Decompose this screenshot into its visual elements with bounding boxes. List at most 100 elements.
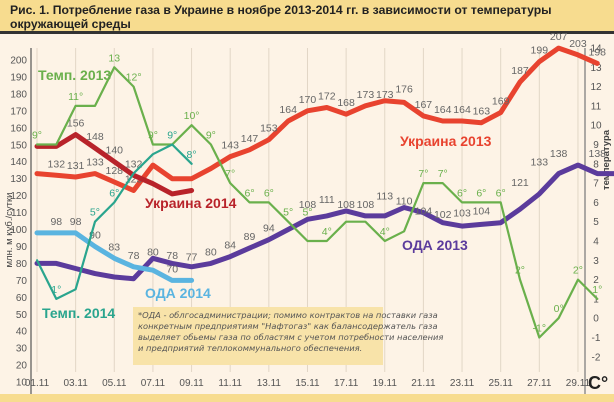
data-label: 7° <box>225 168 235 180</box>
data-label: 13 <box>108 52 120 64</box>
y2-tick-label: 0 <box>593 314 599 325</box>
y-tick-label: 100 <box>10 225 27 236</box>
x-tick-label: 07.11 <box>141 378 166 389</box>
x-tick-label: 29.11 <box>566 378 591 389</box>
footnote-line: выделяет обьемы газа по областям с учето… <box>138 332 444 342</box>
footnote-line: конкретным предприятиям "Нафтогаз" как б… <box>138 321 438 331</box>
data-label: 147 <box>241 133 259 145</box>
data-label: 138 <box>550 148 568 160</box>
series-name-label: Темп. 2013 <box>38 67 111 83</box>
data-label: 78 <box>166 250 178 262</box>
footnote-line: и предприятий теплокоммунального обеспеч… <box>138 343 363 353</box>
y2-tick-label: 1 <box>593 294 599 305</box>
y2-tick-label: 8 <box>593 159 599 170</box>
data-label: 121 <box>511 177 529 189</box>
footnote-box: *ОДА - облгосадминистрации; помимо контр… <box>133 307 444 365</box>
x-tick-label: 09.11 <box>179 378 204 389</box>
series-line-3 <box>34 230 195 283</box>
data-label: 90 <box>89 229 101 241</box>
series-name-label: Темп. 2014 <box>42 305 115 321</box>
x-tick-label: 15.11 <box>295 378 320 389</box>
data-label: 9° <box>148 130 158 142</box>
y2-tick-label: 7 <box>593 179 599 190</box>
x-tick-label: 05.11 <box>102 378 127 389</box>
y-tick-label: 140 <box>10 157 27 168</box>
y2-tick-label: 11 <box>591 101 602 112</box>
y2-tick-label: 9 <box>593 140 599 151</box>
data-label: 6° <box>457 187 467 199</box>
data-label: -1° <box>533 323 547 335</box>
y-tick-label: 60 <box>16 293 28 304</box>
title-bar: Рис. 1. Потребление газа в Украине в ноя… <box>0 0 614 34</box>
data-label: 163 <box>473 106 491 118</box>
y2-tick-label: 5 <box>593 217 599 228</box>
data-label: 0° <box>554 303 564 315</box>
data-label: 176 <box>395 84 413 96</box>
series-line-0 <box>34 45 600 193</box>
y-tick-label: 110 <box>11 208 27 219</box>
data-label: 5° <box>302 207 312 219</box>
data-label: 70 <box>166 263 178 275</box>
data-label: 173 <box>376 89 394 101</box>
data-label: 84 <box>224 240 236 252</box>
data-label: 5° <box>90 207 100 219</box>
y2-tick-label: -2 <box>592 352 601 363</box>
data-label: 148 <box>86 131 104 143</box>
data-label: 94 <box>263 223 275 235</box>
data-label: 6° <box>496 187 506 199</box>
data-label: 12° <box>126 72 142 84</box>
y2-tick-label: -1 <box>592 333 601 344</box>
y-tick-label: 90 <box>16 242 28 253</box>
series-name-label: Украина 2014 <box>145 195 237 211</box>
data-label: 2° <box>515 265 525 277</box>
x-tick-label: 25.11 <box>489 378 514 389</box>
data-label: 172 <box>318 90 336 102</box>
data-label: 104 <box>415 206 433 218</box>
y2-tick-label: 13 <box>590 63 602 74</box>
y2-tick-label: 2 <box>593 275 599 286</box>
data-label: 78 <box>128 250 140 262</box>
data-label: 80 <box>205 246 217 258</box>
y2-axis-title: температура <box>601 129 612 190</box>
series-name-label: ОДА 2013 <box>402 237 468 253</box>
data-label: 6° <box>244 187 254 199</box>
data-label: 156 <box>67 118 85 130</box>
data-label: 6° <box>264 187 274 199</box>
y-tick-label: 120 <box>10 191 27 202</box>
data-label: 187 <box>511 65 529 77</box>
data-label: 108 <box>357 199 375 211</box>
data-label: 98 <box>70 216 82 228</box>
data-label: 89 <box>244 231 256 243</box>
y-tick-label: 50 <box>16 310 28 321</box>
data-label: 128 <box>106 165 124 177</box>
data-label: 167 <box>415 99 433 111</box>
x-tick-label: 13.11 <box>257 378 282 389</box>
series-line-2 <box>34 162 614 282</box>
series-line-1 <box>34 132 195 197</box>
data-label: 5° <box>283 207 293 219</box>
x-tick-label: 01.11 <box>25 378 50 389</box>
y-tick-label: 150 <box>10 140 27 151</box>
data-label: 164 <box>279 104 297 116</box>
data-label: 1° <box>51 284 61 296</box>
data-label: 203 <box>569 38 587 50</box>
data-label: 153 <box>260 123 278 135</box>
series-name-label: Украина 2013 <box>400 133 492 149</box>
data-label: 6° <box>476 187 486 199</box>
series-line-5 <box>35 143 193 300</box>
x-tick-label: 21.11 <box>411 378 436 389</box>
y2-tick-label: 14 <box>590 44 602 55</box>
data-label: 164 <box>434 104 452 116</box>
x-tick-label: 11.11 <box>218 378 242 389</box>
data-label: 207 <box>550 31 568 43</box>
data-label: 9° <box>206 130 216 142</box>
data-label: 143 <box>221 140 239 152</box>
y-tick-label: 20 <box>16 361 28 372</box>
y2-tick-label: 12 <box>590 82 602 93</box>
series-line-4 <box>35 66 599 339</box>
data-label: 170 <box>299 94 317 106</box>
data-label: 110 <box>396 196 413 208</box>
y-tick-label: 200 <box>10 56 27 67</box>
data-label: 133 <box>531 157 549 169</box>
data-label: 199 <box>531 45 549 57</box>
